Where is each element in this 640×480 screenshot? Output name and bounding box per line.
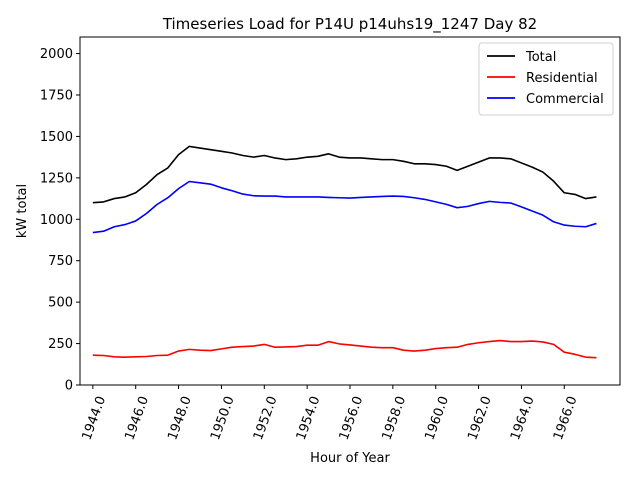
legend-label-residential: Residential <box>526 71 598 86</box>
y-tick-label: 0 <box>65 379 73 394</box>
y-tick-label: 750 <box>48 254 73 269</box>
x-axis-label: Hour of Year <box>310 451 390 466</box>
legend-label-total: Total <box>525 50 556 65</box>
plot-area <box>79 36 621 386</box>
y-axis-label: kW total <box>15 184 30 238</box>
legend-box <box>478 42 614 116</box>
chart-title: Timeseries Load for P14U p14uhs19_1247 D… <box>162 15 537 34</box>
series-line-residential <box>92 339 597 359</box>
y-tick-label: 1500 <box>40 130 73 145</box>
y-axis-ticks: 0 250 500 750 1000 1250 1500 1750 2000 <box>40 47 80 394</box>
y-tick-label: 1750 <box>40 89 73 104</box>
y-tick-label: 250 <box>48 337 73 352</box>
y-tick-label: 1250 <box>40 171 73 186</box>
series-lines <box>92 145 597 359</box>
chart-legend: Total Residential Commercial <box>478 42 614 116</box>
y-tick-label: 500 <box>48 296 73 311</box>
series-line-total <box>92 145 597 204</box>
y-tick-label: 1000 <box>40 213 73 228</box>
series-line-commercial <box>92 180 597 234</box>
y-tick-label: 2000 <box>40 47 73 62</box>
legend-label-commercial: Commercial <box>526 92 604 107</box>
legend-items: Total Residential Commercial <box>487 50 604 107</box>
